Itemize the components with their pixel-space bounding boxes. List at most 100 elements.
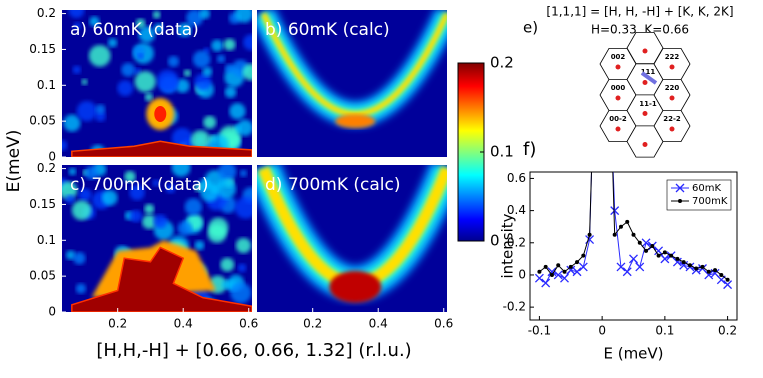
data-point: [547, 267, 557, 277]
y-tick-label: 0.1: [37, 233, 56, 247]
heatmap-speckle: [186, 10, 204, 27]
heatmap-speckle: [135, 18, 146, 29]
data-point: [575, 260, 580, 265]
heatmap-speckle: [156, 69, 179, 92]
heatmap-panel: a) 60mK (data) 0 0.05 0.1 0.15 0.2: [29, 6, 252, 164]
heatmap-image: [62, 10, 252, 157]
data-point: [644, 248, 649, 253]
data-point: [622, 267, 632, 277]
heatmap-speckle: [220, 257, 235, 272]
heatmap-speckle: [152, 179, 160, 187]
lattice-point: [615, 95, 621, 101]
data-point: [669, 253, 674, 258]
diagram-title: [1,1,1] = [H, H, -H] + [K, K, 2K]: [546, 5, 733, 19]
data-point: [713, 268, 718, 273]
data-point: [616, 262, 626, 272]
data-point: [631, 232, 636, 237]
y-tick-label: 0.2: [37, 6, 56, 20]
colorbar-tick-label: 0.2: [490, 54, 514, 72]
lattice-point: [642, 48, 648, 54]
data-point: [612, 232, 617, 237]
hexagon: [653, 110, 691, 142]
heatmap-speckle: [124, 170, 136, 183]
data-point: [660, 254, 670, 264]
x-axis-label: [H,H,-H] + [0.66, 0.66, 1.32] (r.l.u.): [96, 340, 411, 361]
y-tick-label: 0.1: [37, 78, 56, 92]
heatmap-speckle: [175, 78, 190, 93]
data-point: [723, 280, 733, 290]
data-point: [719, 272, 724, 277]
x-tick-label: 0.2: [108, 317, 127, 331]
heatmap-speckle: [117, 80, 134, 97]
heatmap-speckle: [177, 22, 192, 37]
diagram-title: H=0.33, K=0.66: [591, 23, 689, 37]
lattice-point: [669, 64, 675, 70]
heatmap-speckle: [65, 194, 75, 204]
heatmap-speckle: [207, 224, 227, 244]
heatmap-speckle: [153, 214, 168, 229]
panel-label: c) 700mK (data): [70, 175, 209, 195]
heatmap-speckle: [171, 165, 191, 177]
heatmap-speckle: [73, 22, 81, 30]
x-tick-label: -0.1: [528, 324, 551, 338]
heatmap-speckle: [211, 39, 224, 52]
data-point: [556, 263, 561, 268]
data-point: [706, 269, 711, 274]
heatmap-speckle: [237, 263, 247, 273]
heatmap-speckle: [194, 240, 205, 251]
heatmap-speckle: [134, 70, 156, 93]
panel-label: b) 60mK (calc): [265, 20, 390, 40]
y-tick-label: 0.05: [29, 269, 56, 283]
hex-label: 111: [641, 68, 656, 76]
legend-marker: [678, 199, 682, 203]
data-point: [549, 272, 554, 277]
heatmap-speckle: [243, 34, 252, 51]
heatmap-speckle: [95, 110, 106, 122]
x-tick-label: 0.2: [718, 324, 737, 338]
data-point: [553, 270, 563, 280]
heatmap-speckle: [224, 86, 237, 98]
heatmap-image: [257, 10, 447, 157]
heatmap-image: [62, 165, 252, 312]
heatmap-band: [260, 12, 447, 117]
data-point: [537, 269, 542, 274]
heatmap-speckle: [216, 54, 226, 64]
data-point: [650, 244, 655, 248]
data-point: [637, 240, 642, 245]
heatmap-speckle: [95, 104, 106, 115]
lattice-point: [642, 142, 648, 147]
heatmap-blob: [329, 270, 382, 303]
heatmap-speckle: [218, 165, 237, 181]
data-point: [534, 273, 544, 283]
legend-label: 60mK: [692, 183, 721, 194]
data-point: [568, 264, 573, 269]
heatmap-speckle: [72, 65, 81, 75]
heatmap-speckle: [76, 100, 97, 122]
hex-label: 222: [665, 53, 680, 61]
heatmap-speckle: [192, 50, 211, 69]
heatmap-speckle: [107, 38, 118, 48]
heatmap-speckle: [242, 63, 252, 81]
heatmap-speckle: [183, 69, 191, 77]
x-tick-label: 0.1: [655, 324, 674, 338]
data-point: [675, 256, 680, 261]
hex-label: 00-2: [609, 115, 627, 123]
data-point: [541, 278, 551, 288]
heatmap-speckle: [199, 10, 211, 20]
data-point: [610, 206, 620, 216]
heatmap-speckle: [221, 279, 232, 290]
y-tick-label: 0.2: [37, 161, 56, 175]
data-point: [618, 224, 623, 229]
heatmap-speckle: [65, 250, 76, 260]
heatmap-speckle: [88, 44, 111, 67]
heatmap-speckle: [165, 184, 176, 194]
x-tick-label: 0.6: [239, 317, 258, 331]
heatmap-image: [257, 165, 447, 312]
heatmap-speckle: [223, 38, 236, 51]
colorbar-tick-label: 0: [490, 232, 500, 250]
heatmap-speckle: [68, 10, 85, 19]
heatmap-speckle: [194, 73, 212, 91]
heatmap-speckle: [229, 103, 246, 120]
y-tick-label: 0: [48, 150, 56, 164]
data-point: [589, 126, 597, 134]
